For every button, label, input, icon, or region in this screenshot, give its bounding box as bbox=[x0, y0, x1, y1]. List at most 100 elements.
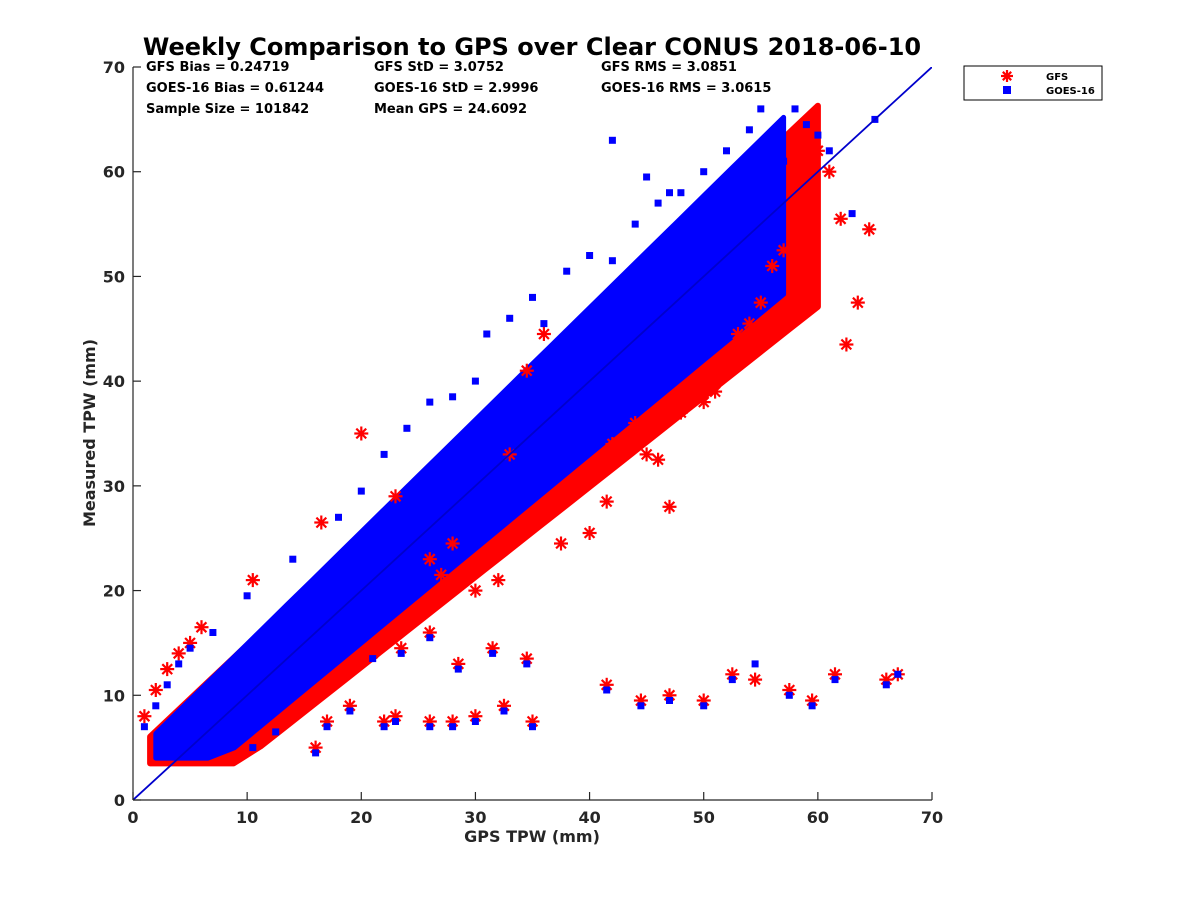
gfs-point bbox=[599, 494, 614, 509]
goes-16-point bbox=[272, 728, 280, 736]
goes-16-point bbox=[894, 670, 902, 678]
gfs-point bbox=[468, 583, 483, 598]
gfs-point bbox=[160, 662, 175, 677]
gfs-point bbox=[742, 316, 757, 331]
gfs-point bbox=[605, 437, 620, 451]
goes-16-point bbox=[728, 676, 736, 684]
stat-text: Sample Size = 101842 bbox=[146, 102, 309, 117]
goes-16-point bbox=[608, 257, 616, 265]
goes-16-point bbox=[243, 592, 251, 600]
legend-entry-gfs: GFS bbox=[1001, 70, 1068, 83]
goes-16-point bbox=[768, 136, 776, 144]
goes-16-point bbox=[523, 660, 531, 668]
goes-16-point bbox=[529, 723, 536, 731]
goes-16-point bbox=[249, 744, 257, 752]
gfs-point bbox=[788, 206, 802, 221]
goes-16-point bbox=[426, 723, 434, 731]
goes-16-point bbox=[323, 723, 331, 731]
gfs-point bbox=[799, 238, 814, 252]
goes-16-point bbox=[369, 655, 377, 663]
y-tick-label: 60 bbox=[103, 163, 125, 182]
x-tick-label: 60 bbox=[807, 808, 829, 827]
y-tick-label: 0 bbox=[114, 791, 125, 810]
gfs-point bbox=[137, 709, 152, 724]
goes-16-point bbox=[426, 398, 434, 406]
goes-16-point bbox=[734, 173, 742, 181]
gfs-point bbox=[822, 164, 837, 179]
x-tick-label: 50 bbox=[693, 808, 715, 827]
gfs-point bbox=[314, 515, 329, 530]
goes-16-point bbox=[209, 629, 217, 636]
legend-label-gfs: GFS bbox=[1046, 72, 1068, 83]
goes-16-point bbox=[426, 634, 434, 642]
y-tick-label: 40 bbox=[103, 372, 125, 391]
gfs-point bbox=[388, 489, 403, 504]
legend-entry-goes-16: GOES-16 bbox=[1003, 86, 1095, 97]
x-tick-label: 10 bbox=[236, 808, 258, 827]
goes-16-point bbox=[780, 157, 788, 165]
gfs-point bbox=[776, 243, 791, 258]
goes-16-point bbox=[848, 210, 856, 218]
x-tick-label: 70 bbox=[921, 808, 943, 827]
goes-16-point bbox=[506, 314, 514, 322]
goes-16-point bbox=[449, 393, 457, 401]
gfs-point bbox=[639, 447, 654, 462]
y-tick-label: 30 bbox=[103, 477, 125, 496]
gfs-point bbox=[536, 327, 551, 341]
goes-16-point bbox=[586, 252, 594, 259]
stat-text: GFS StD = 3.0752 bbox=[374, 60, 504, 75]
stat-text: GOES-16 Bias = 0.61244 bbox=[146, 81, 324, 96]
y-tick-label: 70 bbox=[103, 58, 125, 77]
gfs-point bbox=[554, 536, 568, 551]
goes-16-point bbox=[723, 147, 730, 155]
goes-16-point bbox=[563, 267, 571, 275]
gfs-point bbox=[753, 295, 768, 310]
gfs-point bbox=[245, 573, 260, 588]
stat-text: Mean GPS = 24.6092 bbox=[374, 102, 527, 117]
goes-16-point bbox=[700, 168, 708, 176]
goes-16-point bbox=[289, 555, 297, 563]
gfs-point bbox=[850, 295, 865, 310]
goes-16-point bbox=[357, 487, 365, 495]
one-to-one-line bbox=[133, 67, 932, 800]
goes-16-point bbox=[312, 749, 320, 757]
y-tick-label: 20 bbox=[103, 582, 125, 601]
gfs-point bbox=[810, 143, 825, 158]
goes-16-point bbox=[500, 707, 508, 715]
goes-16-point bbox=[677, 189, 685, 197]
goes-16-point bbox=[529, 293, 536, 301]
gfs-point bbox=[862, 222, 877, 237]
goes-16-point bbox=[397, 649, 405, 657]
goes-16-point bbox=[785, 691, 793, 699]
y-axis-label: Measured TPW (mm) bbox=[80, 339, 99, 527]
x-tick-label: 20 bbox=[350, 808, 372, 827]
goes-16-density-band bbox=[153, 114, 787, 761]
dense-point-cloud bbox=[147, 102, 821, 767]
gfs-point bbox=[194, 620, 209, 635]
gfs-point bbox=[628, 416, 643, 430]
axes: 0 10 20 30 40 50 60 70 0 10 20 30 40 50 60 70 bbox=[103, 58, 943, 827]
goes-16-point bbox=[825, 147, 833, 155]
gfs-point bbox=[434, 567, 449, 582]
y-tick-label: 50 bbox=[103, 267, 125, 286]
x-tick-label: 0 bbox=[127, 808, 138, 827]
goes-16-point bbox=[631, 220, 639, 228]
goes-16-point bbox=[483, 330, 491, 338]
goes-16-point bbox=[745, 126, 753, 134]
gfs-point bbox=[148, 683, 163, 697]
gfs-point bbox=[582, 526, 597, 540]
legend-box bbox=[963, 65, 1103, 101]
goes-16-point bbox=[489, 649, 497, 657]
goes-16-point bbox=[637, 702, 645, 710]
goes-16-point bbox=[186, 644, 194, 652]
goes-16-point bbox=[380, 723, 388, 731]
goes-16-point bbox=[540, 320, 548, 328]
goes-16-point bbox=[380, 450, 388, 458]
goes-16-point bbox=[654, 199, 662, 207]
goes-16-point bbox=[163, 681, 171, 689]
goes-16-point bbox=[831, 676, 839, 684]
gfs-point bbox=[748, 672, 763, 687]
goes-16-point bbox=[791, 105, 799, 113]
gfs-point bbox=[651, 452, 666, 467]
